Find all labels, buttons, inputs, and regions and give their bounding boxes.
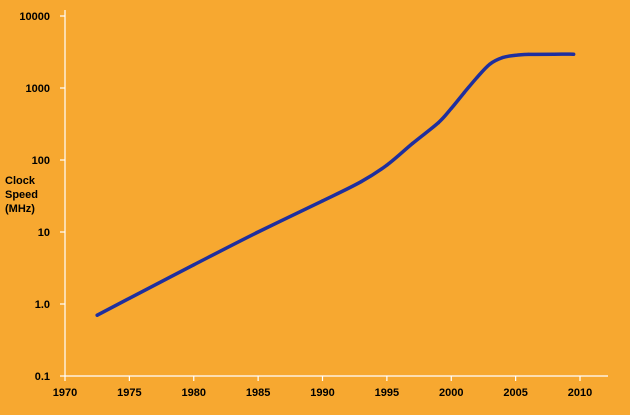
- data-point: [192, 263, 196, 267]
- data-point: [95, 313, 99, 317]
- data-point: [526, 52, 531, 57]
- data-point: [256, 230, 260, 234]
- y-tick-label: 10: [38, 227, 50, 239]
- data-point: [320, 199, 325, 203]
- x-tick-labels: 1970 1975 1980 1985 1990 1995 2000 2005 2010: [53, 387, 592, 399]
- x-tick-label: 1975: [117, 387, 141, 399]
- data-point: [411, 141, 415, 145]
- y-tick-label: 10000: [19, 11, 50, 23]
- x-tick-label: 1985: [246, 387, 270, 399]
- data-point: [488, 62, 492, 66]
- data-point: [127, 296, 131, 300]
- x-tick-label: 2005: [503, 387, 527, 399]
- x-tick-label: 2010: [568, 387, 592, 399]
- y-axis-label-line-2: Speed: [5, 189, 39, 201]
- y-tick-labels: 0.1 1.0 10 100 1000 10000: [19, 11, 50, 383]
- data-point: [385, 163, 389, 167]
- data-point: [572, 52, 576, 56]
- x-tick-label: 2000: [439, 387, 463, 399]
- data-point: [514, 53, 518, 57]
- x-tick-label: 1995: [375, 387, 399, 399]
- y-axis-label-line-1: Clock: [5, 175, 35, 187]
- data-point: [436, 121, 440, 125]
- y-tick-label: 1.0: [35, 299, 50, 311]
- data-point: [501, 55, 505, 60]
- data-point: [359, 180, 363, 184]
- data-point: [475, 75, 479, 80]
- y-axis-label: Clock Speed (MHz): [5, 174, 53, 216]
- x-tick-label: 1980: [182, 387, 206, 399]
- series-layer: [95, 52, 576, 317]
- x-tick-label: 1970: [53, 387, 77, 399]
- data-point: [462, 91, 466, 95]
- y-axis-label-line-3: (MHz): [5, 203, 35, 215]
- axes: [60, 10, 608, 381]
- x-tick-label: 1990: [310, 387, 334, 399]
- y-tick-label: 1000: [26, 83, 50, 95]
- data-point: [449, 106, 453, 110]
- data-point: [552, 52, 556, 56]
- series-line-clock-speed: [95, 52, 576, 317]
- y-tick-label: 100: [32, 155, 50, 167]
- y-tick-label: 0.1: [35, 371, 50, 383]
